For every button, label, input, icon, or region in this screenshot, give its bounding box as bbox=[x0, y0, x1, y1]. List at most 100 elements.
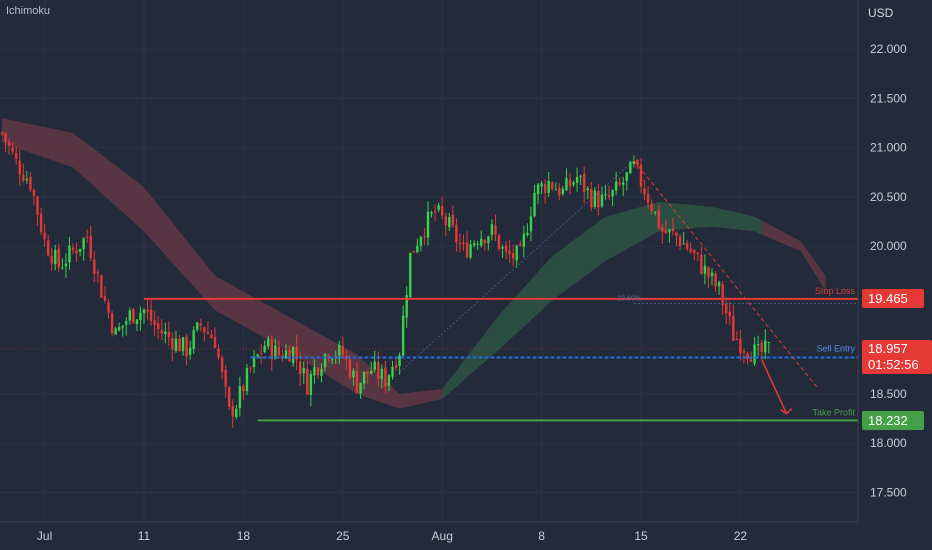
candle-up bbox=[121, 325, 124, 337]
price-tick-label: 18.500 bbox=[870, 387, 907, 401]
candle-body bbox=[533, 192, 536, 217]
candle-body bbox=[135, 319, 139, 324]
candle-up bbox=[533, 184, 536, 218]
candle-body bbox=[685, 243, 689, 250]
candle-body bbox=[50, 255, 53, 264]
candle-body bbox=[419, 236, 423, 246]
candle-down bbox=[462, 234, 465, 251]
candle-down bbox=[508, 239, 511, 263]
candle-body bbox=[323, 353, 327, 368]
candle-down bbox=[618, 177, 621, 187]
candle-body bbox=[0, 132, 4, 134]
candle-down bbox=[270, 335, 273, 371]
candle-body bbox=[366, 371, 369, 375]
candle-up bbox=[274, 338, 277, 360]
candle-body bbox=[7, 141, 11, 146]
candle-down bbox=[103, 286, 107, 303]
candle-down bbox=[646, 186, 650, 210]
candle-down bbox=[568, 172, 572, 195]
candle-up bbox=[565, 168, 568, 192]
candle-body bbox=[664, 230, 668, 234]
cloud-bearish bbox=[2, 118, 443, 409]
candle-body bbox=[401, 315, 405, 356]
candle-up bbox=[753, 336, 756, 367]
candle-body bbox=[231, 406, 234, 417]
price-axis[interactable]: 22.000 21.500 21.000 20.500 20.000 18.500 18.0… bbox=[870, 42, 907, 499]
candle-down bbox=[519, 240, 522, 247]
candle-up bbox=[142, 308, 146, 324]
candle-up bbox=[252, 349, 256, 374]
candle-down bbox=[199, 318, 202, 332]
candle-body bbox=[462, 242, 465, 244]
candle-body bbox=[252, 356, 256, 368]
candle-up bbox=[416, 238, 419, 254]
candle-body bbox=[693, 249, 696, 253]
candle-up bbox=[302, 361, 305, 384]
candle-body bbox=[497, 234, 501, 250]
candle-body bbox=[391, 367, 394, 377]
indicator-title[interactable]: Ichimoku bbox=[6, 5, 51, 17]
candle-body bbox=[107, 302, 110, 313]
candle-up bbox=[338, 340, 341, 365]
candle-body bbox=[501, 246, 504, 249]
candle-down bbox=[504, 241, 508, 260]
candle-body bbox=[306, 368, 309, 395]
price-tick-label: 17.500 bbox=[870, 485, 907, 499]
candle-down bbox=[700, 246, 703, 276]
candle-up bbox=[490, 219, 494, 241]
cloud-bearish bbox=[761, 220, 826, 291]
candle-down bbox=[231, 399, 234, 429]
candle-up bbox=[561, 186, 565, 196]
candle-body bbox=[203, 327, 206, 333]
candle-up bbox=[263, 340, 266, 354]
candle-body bbox=[526, 232, 529, 236]
candle-down bbox=[210, 329, 213, 339]
candle-body bbox=[583, 174, 586, 192]
candle-body bbox=[661, 226, 664, 232]
candle-up bbox=[593, 186, 597, 209]
candle-up bbox=[284, 344, 288, 360]
candle-down bbox=[281, 348, 284, 362]
candle-body bbox=[57, 248, 60, 268]
candle-body bbox=[238, 386, 242, 409]
candle-down bbox=[206, 321, 210, 335]
candle-body bbox=[508, 250, 511, 255]
candle-body bbox=[675, 232, 678, 236]
candle-body bbox=[742, 351, 746, 353]
candle-down bbox=[760, 339, 763, 360]
candle-body bbox=[643, 188, 646, 195]
candle-up bbox=[238, 376, 242, 417]
candle-up bbox=[487, 235, 490, 251]
candle-body bbox=[100, 275, 103, 298]
candle-body bbox=[625, 172, 628, 181]
candle-body bbox=[504, 245, 508, 252]
candle-body bbox=[529, 216, 533, 232]
candle-body bbox=[597, 191, 600, 208]
candle-body bbox=[43, 232, 46, 240]
candle-down bbox=[725, 296, 728, 325]
candle-down bbox=[160, 319, 163, 341]
candle-body bbox=[384, 367, 387, 387]
candle-up bbox=[196, 321, 199, 332]
candle-body bbox=[125, 321, 128, 325]
candle-down bbox=[558, 183, 561, 201]
candle-body bbox=[543, 184, 547, 193]
candle-down bbox=[178, 334, 181, 352]
fib-level-label: 23.60% bbox=[617, 295, 641, 302]
candle-body bbox=[735, 339, 739, 341]
candle-body bbox=[671, 228, 675, 232]
candle-body bbox=[441, 206, 444, 216]
candle-body bbox=[575, 177, 579, 183]
candle-up bbox=[409, 252, 412, 300]
sell-entry-label: Sell Entry bbox=[816, 344, 855, 354]
candle-body bbox=[157, 323, 160, 329]
candle-body bbox=[590, 188, 593, 208]
candle-up bbox=[380, 364, 384, 389]
candle-up bbox=[600, 186, 604, 208]
time-tick-label: 8 bbox=[538, 529, 545, 543]
time-axis[interactable]: Jul 11 18 25 Aug 8 15 22 bbox=[37, 529, 747, 543]
candle-down bbox=[366, 371, 369, 384]
candle-down bbox=[597, 183, 600, 216]
candle-up bbox=[352, 368, 355, 386]
